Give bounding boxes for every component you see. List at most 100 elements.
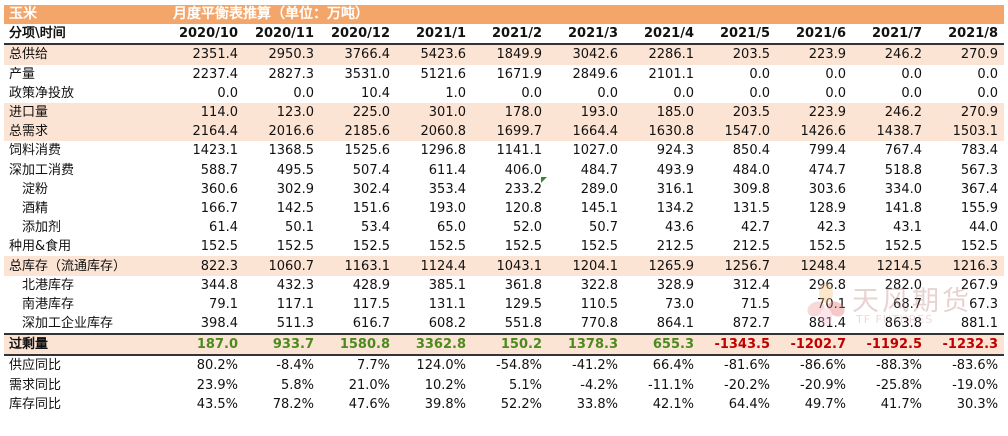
table-row: 进口量 114.0 123.0 225.0 301.0 178.0 193.0 185.0 20… bbox=[4, 102, 1005, 123]
table-cell: 398.4 bbox=[200, 316, 238, 332]
table-cell: 152.5 bbox=[960, 239, 999, 255]
table-cell: 3766.4 bbox=[320, 44, 396, 65]
table-row: 深加工消费 588.7 495.5 507.4 611.4 406.0 484.7 493.9… bbox=[4, 161, 1004, 180]
table-cell: 131.5 bbox=[732, 200, 770, 216]
table-cell: 1525.6 bbox=[344, 143, 391, 159]
table-cell: 43.1 bbox=[893, 220, 922, 236]
table-row: 深加工企业库存 398.4 511.3 616.7 608.2 551.8 770.8 864… bbox=[4, 314, 1004, 334]
table-cell: 850.4 bbox=[732, 143, 770, 159]
table-cell: 39.8% bbox=[424, 396, 466, 412]
table-title: 月度平衡表推算（单位：万吨） bbox=[168, 5, 1005, 25]
table-cell: -1343.5 bbox=[700, 333, 776, 357]
table-cell: -41.2% bbox=[572, 358, 618, 374]
title-row: 玉米 月度平衡表推算（单位：万吨） bbox=[4, 5, 1005, 25]
table-cell: 507.4 bbox=[352, 162, 390, 178]
header-row: 分项\时间 2020/10 2020/11 2020/12 2021/1 202… bbox=[4, 24, 1005, 46]
row-label: 深加工企业库存 bbox=[22, 316, 114, 332]
table-cell: 193.0 bbox=[428, 200, 466, 216]
table-cell: 864.1 bbox=[656, 316, 694, 332]
table-cell: 2016.6 bbox=[244, 122, 320, 142]
table-cell: 65.0 bbox=[437, 220, 466, 236]
table-cell: 0.0 bbox=[825, 85, 846, 101]
table-cell: 302.9 bbox=[276, 181, 314, 197]
table-cell: 141.8 bbox=[884, 200, 922, 216]
table-cell: 511.3 bbox=[276, 316, 314, 332]
table-cell: 178.0 bbox=[472, 102, 548, 123]
table-row: 需求同比 23.9% 5.8% 21.0% 10.2% 5.1% -4.2% -11.1% -2… bbox=[4, 376, 1004, 395]
table-row: 产量 2237.4 2827.3 3531.0 5121.6 1671.9 2849.6 21… bbox=[4, 65, 1004, 84]
table-cell: 1547.0 bbox=[700, 122, 776, 142]
table-cell: 0.0 bbox=[521, 85, 542, 101]
table-cell: 2101.1 bbox=[648, 66, 695, 82]
table-cell: 303.6 bbox=[808, 181, 846, 197]
table-cell: 155.9 bbox=[960, 200, 999, 216]
header-month: 2021/7 bbox=[852, 24, 928, 46]
table-cell: 124.0% bbox=[416, 358, 466, 374]
table-cell: 10.2% bbox=[424, 377, 466, 393]
table-cell: 33.8% bbox=[576, 396, 618, 412]
table-cell: 50.7 bbox=[589, 220, 618, 236]
table-cell: 1426.6 bbox=[776, 122, 852, 142]
table-row: 酒精 166.7 142.5 151.6 193.0 120.8 145.1 134.2 131… bbox=[4, 199, 1004, 218]
table-cell: 567.3 bbox=[960, 162, 999, 178]
table-cell: 23.9% bbox=[196, 377, 238, 393]
table-cell: 933.7 bbox=[244, 333, 320, 357]
header-month: 2021/8 bbox=[928, 24, 1005, 46]
table-cell: 360.6 bbox=[200, 181, 238, 197]
table-cell: 322.8 bbox=[580, 277, 618, 293]
row-label: 需求同比 bbox=[9, 377, 62, 393]
header-month: 2021/5 bbox=[700, 24, 776, 46]
table-cell: 611.4 bbox=[428, 162, 466, 178]
table-cell: -19.0% bbox=[952, 377, 999, 393]
table-cell: 316.1 bbox=[656, 181, 694, 197]
table-cell: 21.0% bbox=[348, 377, 390, 393]
table-cell: 5.1% bbox=[508, 377, 542, 393]
table-cell: 302.4 bbox=[352, 181, 390, 197]
table-cell: 193.0 bbox=[548, 102, 624, 123]
table-cell: 0.0 bbox=[597, 85, 618, 101]
table-cell: -54.8% bbox=[496, 358, 542, 374]
table-row: 总库存（流通库存） 822.3 1060.7 1163.1 1124.4 1043.1 12… bbox=[4, 256, 1005, 276]
table-cell: 110.5 bbox=[580, 296, 618, 312]
table-cell: 361.8 bbox=[504, 277, 542, 293]
table-cell: 129.5 bbox=[504, 296, 542, 312]
table-row: 过剩量 187.0 933.7 1580.8 3362.8 150.2 1378.3 655.… bbox=[4, 333, 1005, 357]
header-month: 2021/2 bbox=[472, 24, 548, 46]
row-label: 总库存（流通库存） bbox=[4, 256, 168, 276]
cell-comment-marker bbox=[541, 177, 547, 183]
row-label: 添加剂 bbox=[22, 220, 62, 236]
row-label: 南港库存 bbox=[22, 296, 75, 312]
table-cell: 1214.5 bbox=[852, 256, 928, 276]
row-label: 北港库存 bbox=[22, 277, 75, 293]
table-cell: 152.5 bbox=[200, 239, 238, 255]
row-label: 库存同比 bbox=[9, 396, 62, 412]
table-cell: 117.5 bbox=[352, 296, 390, 312]
table-cell: 1141.1 bbox=[496, 143, 543, 159]
table-cell: 1699.7 bbox=[472, 122, 548, 142]
table-cell: 2351.4 bbox=[168, 44, 244, 65]
table-cell: 2849.6 bbox=[572, 66, 619, 82]
table-cell: 145.1 bbox=[580, 200, 618, 216]
table-cell: 152.5 bbox=[276, 239, 314, 255]
header-month: 2020/11 bbox=[244, 24, 320, 46]
table-row: 库存同比 43.5% 78.2% 47.6% 39.8% 52.2% 33.8% 42.1% 6… bbox=[4, 395, 1004, 414]
table-cell: 1027.0 bbox=[572, 143, 619, 159]
table-cell: 152.5 bbox=[580, 239, 618, 255]
table-cell: 344.8 bbox=[200, 277, 238, 293]
table-cell: 166.7 bbox=[200, 200, 238, 216]
table-row: 总需求 2164.4 2016.6 2185.6 2060.8 1699.7 1664.4 1… bbox=[4, 122, 1005, 142]
table-cell: 270.9 bbox=[928, 102, 1005, 123]
table-cell: 78.2% bbox=[272, 396, 314, 412]
table-cell: 70.1 bbox=[817, 296, 846, 312]
table-cell: 223.9 bbox=[776, 102, 852, 123]
table-cell: 495.5 bbox=[276, 162, 314, 178]
table-cell: 2185.6 bbox=[320, 122, 396, 142]
table-cell: -86.6% bbox=[800, 358, 846, 374]
table-cell: -20.2% bbox=[724, 377, 770, 393]
table-cell: 7.7% bbox=[356, 358, 390, 374]
table-cell: -20.9% bbox=[800, 377, 846, 393]
table-cell: 924.3 bbox=[656, 143, 694, 159]
table-cell: 152.5 bbox=[504, 239, 542, 255]
table-cell: 2164.4 bbox=[168, 122, 244, 142]
table-row: 总供给 2351.4 2950.3 3766.4 5423.6 1849.9 3042.6 2… bbox=[4, 44, 1005, 65]
